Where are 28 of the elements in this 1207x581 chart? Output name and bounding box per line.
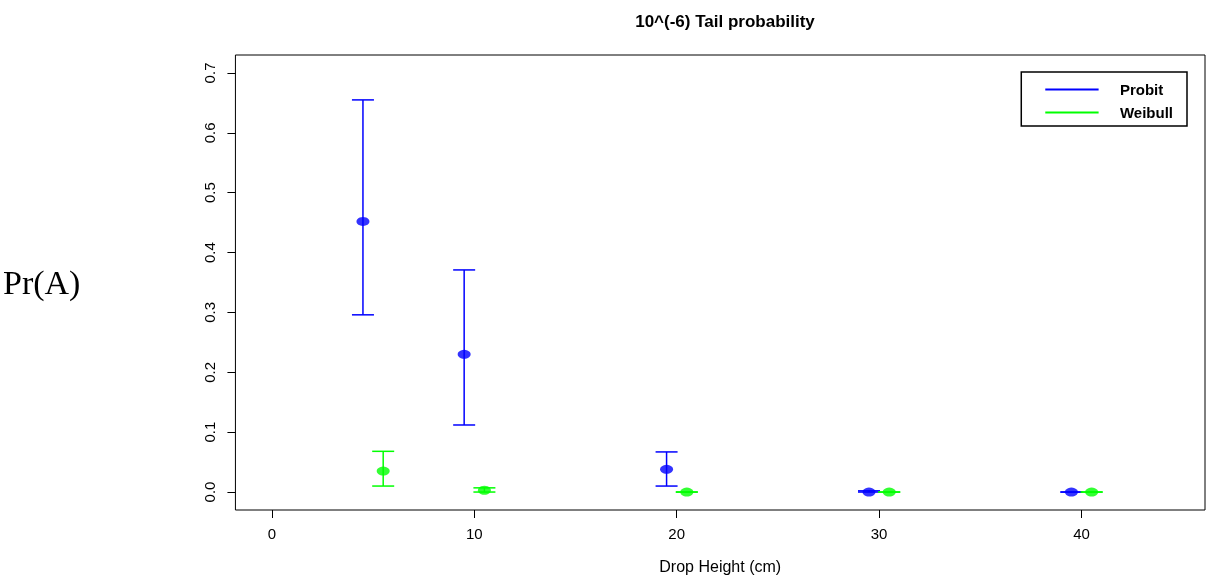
x-tick-label: 0: [267, 525, 277, 542]
x-tick-label: 10: [465, 525, 483, 542]
legend-label: Probit: [1119, 81, 1164, 98]
point: [356, 216, 370, 226]
x-axis-title: Drop Height (cm): [659, 557, 782, 575]
y-tick-label: 0.2: [201, 361, 219, 383]
y-tick-label: 0.0: [201, 481, 219, 503]
y-tick-label: 0.6: [201, 122, 219, 144]
y-tick-label: 0.4: [201, 242, 219, 263]
point: [862, 487, 876, 497]
point: [376, 466, 390, 476]
point: [1064, 487, 1078, 497]
y-tick-label: 0.1: [201, 421, 219, 443]
x-tick-label: 40: [1073, 525, 1090, 542]
point: [477, 485, 491, 495]
point: [457, 349, 471, 359]
point: [882, 487, 896, 497]
legend-label: Weibull: [1119, 104, 1174, 121]
x-tick-label: 20: [668, 525, 686, 542]
y-axis-title: Pr(A): [2, 264, 81, 302]
x-tick-label: 30: [870, 525, 888, 542]
chart-title: 10^(-6) Tail probability: [635, 12, 816, 31]
point: [680, 487, 694, 497]
y-tick-label: 0.5: [201, 182, 219, 204]
point: [1085, 487, 1099, 497]
point: [660, 464, 674, 474]
y-tick-label: 0.3: [201, 302, 219, 323]
y-tick-label: 0.7: [201, 62, 219, 84]
